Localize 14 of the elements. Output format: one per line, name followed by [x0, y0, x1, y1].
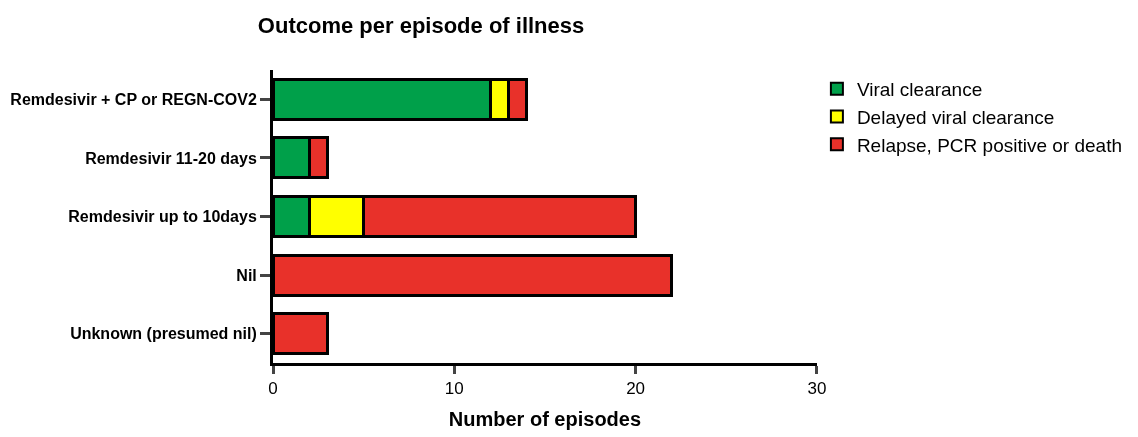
y-tick-label: Remdesivir up to 10days	[68, 208, 257, 226]
x-axis-title: Number of episodes	[448, 407, 642, 430]
y-tick-label: Unknown (presumed nil)	[70, 325, 257, 343]
x-tick-label: 20	[626, 379, 646, 399]
y-tick-label: Remdesivir 11-20 days	[85, 149, 257, 167]
legend-label: Viral clearance	[856, 79, 983, 101]
x-tick-label: 0	[268, 379, 278, 399]
y-tick-label: Remdesivir + CP or REGN-COV2	[10, 90, 257, 108]
legend-label: Relapse, PCR positive or death	[856, 134, 1122, 156]
x-tick-label: 30	[807, 379, 827, 399]
chart-title: Outcome per episode of illness	[257, 12, 585, 38]
y-tick-label: Nil	[236, 266, 257, 284]
legend-label: Delayed viral clearance	[856, 106, 1055, 128]
x-tick-label: 10	[444, 379, 464, 399]
